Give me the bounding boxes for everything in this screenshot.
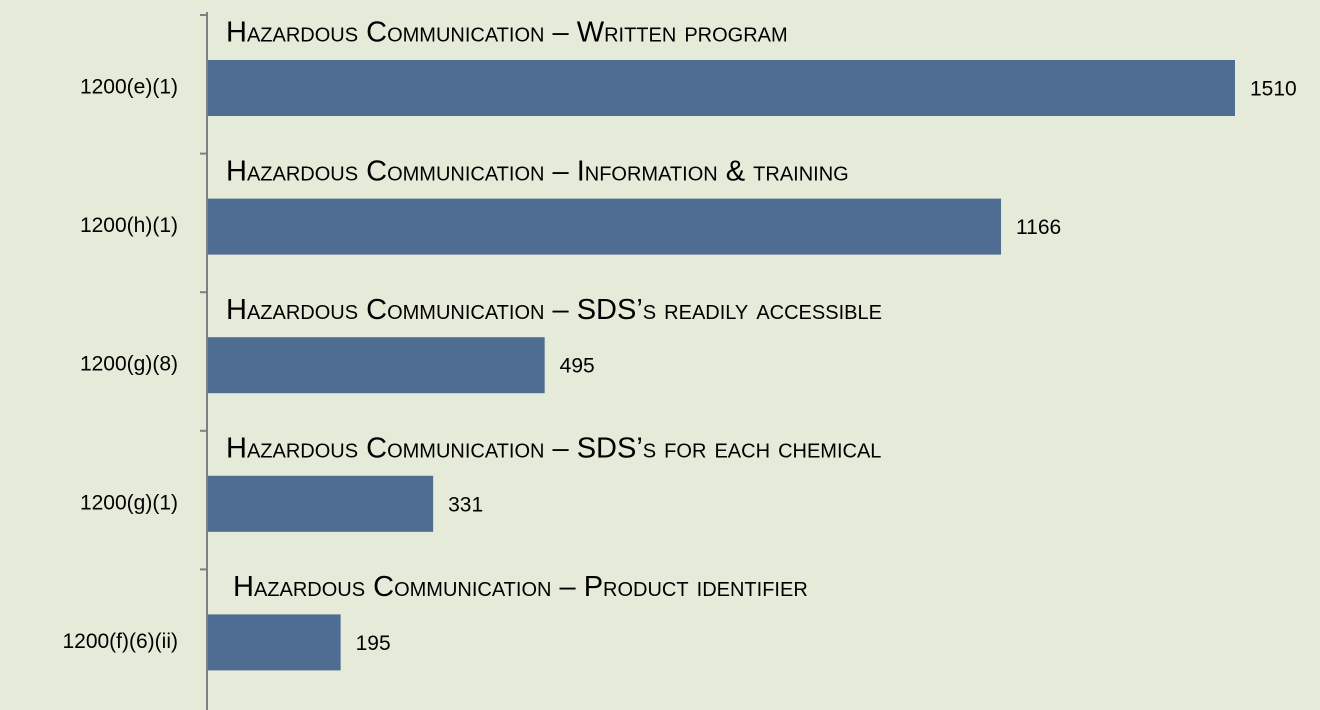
category-label: 1200(h)(1)	[80, 214, 178, 237]
value-label: 195	[356, 632, 391, 655]
bar-title: Hazardous Communication – SDS’s readily …	[226, 294, 882, 326]
bar	[208, 60, 1235, 116]
bar	[208, 198, 1002, 255]
category-label: 1200(g)(8)	[80, 353, 178, 376]
bar-title: Hazardous Communication – SDS’s for each…	[226, 432, 881, 464]
bar	[208, 337, 545, 394]
bar	[208, 475, 434, 532]
value-label: 1166	[1016, 216, 1061, 239]
bar-title: Hazardous Communication – Product identi…	[233, 571, 808, 603]
category-label: 1200(f)(6)(ii)	[62, 630, 178, 653]
value-label: 1510	[1250, 78, 1297, 101]
bar	[208, 614, 341, 671]
category-label: 1200(g)(1)	[80, 491, 178, 514]
category-label: 1200(e)(1)	[80, 76, 178, 99]
value-label: 331	[448, 493, 483, 516]
value-label: 495	[560, 355, 595, 378]
bar-title: Hazardous Communication – Written progra…	[226, 17, 788, 49]
bar-title: Hazardous Communication – Information & …	[226, 155, 849, 187]
